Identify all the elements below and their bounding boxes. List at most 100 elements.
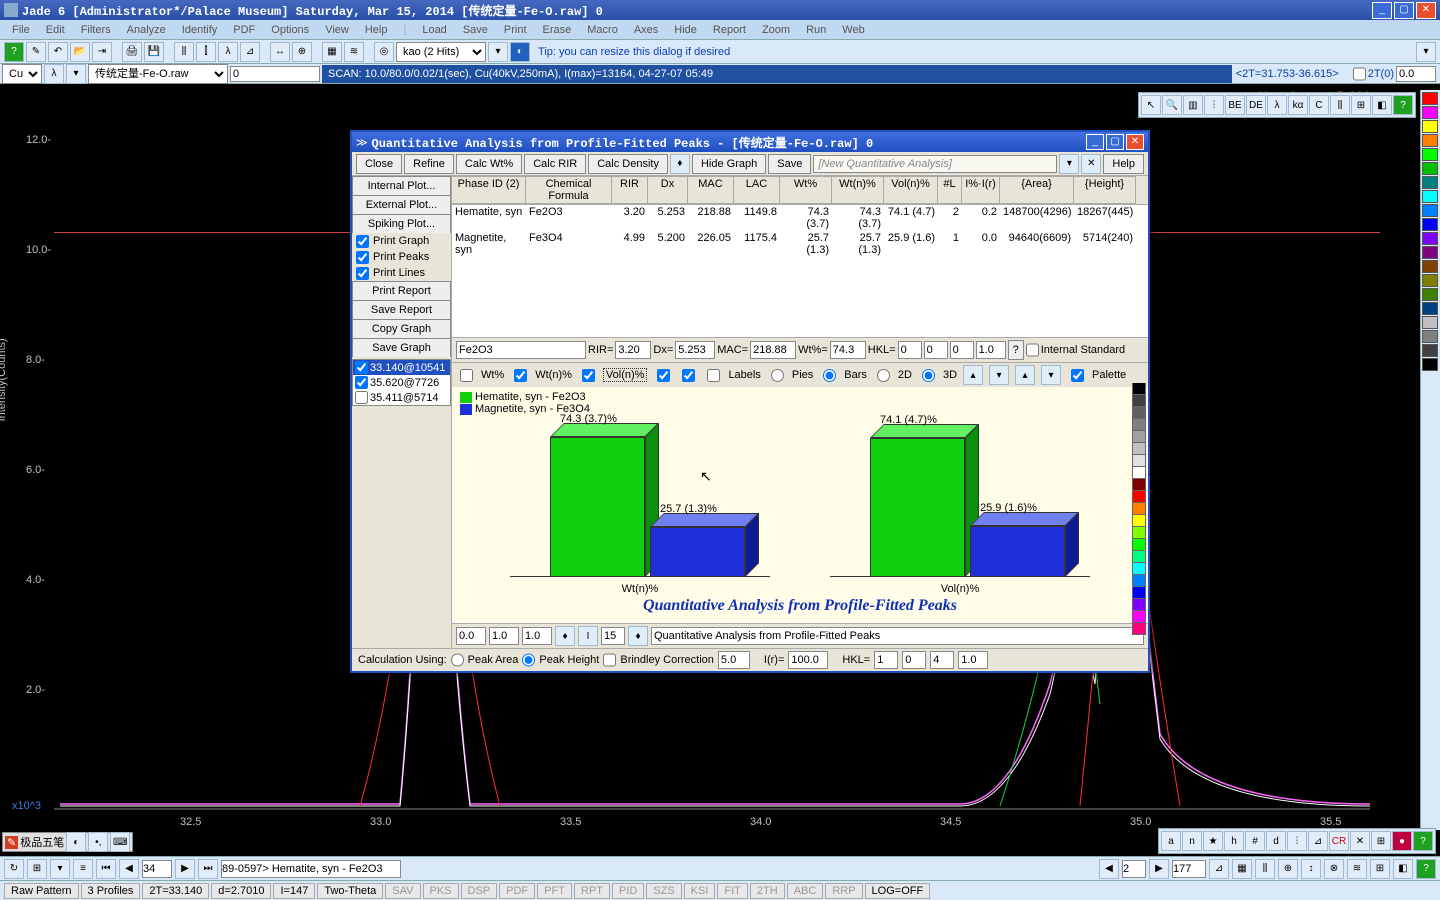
palette-swatch[interactable]	[1132, 479, 1146, 491]
tool-icon[interactable]: ⊗	[1324, 859, 1344, 879]
close-button[interactable]: ✕	[1416, 2, 1436, 19]
help-button[interactable]: Help	[1103, 154, 1144, 174]
menu-item[interactable]: Edit	[38, 24, 73, 36]
zero-input[interactable]	[230, 66, 320, 82]
color-swatch[interactable]	[1422, 106, 1438, 119]
grid-header-cell[interactable]: RIR	[612, 176, 648, 204]
hits-select[interactable]: kao (2 Hits)	[396, 42, 486, 62]
ir-input[interactable]	[788, 651, 828, 669]
color-swatch[interactable]	[1422, 134, 1438, 147]
dropdown-icon[interactable]: ▾	[488, 42, 508, 62]
calc-wt-button[interactable]: Calc Wt%	[456, 154, 522, 174]
stepper-icon[interactable]: ▾	[989, 365, 1009, 385]
dialog-minimize-button[interactable]: _	[1086, 134, 1104, 150]
internal-std-check[interactable]	[1026, 341, 1039, 359]
refine-button[interactable]: Refine	[404, 154, 454, 174]
side-button[interactable]: Internal Plot...	[352, 176, 451, 195]
side-button[interactable]: Save Graph	[352, 338, 451, 357]
tool-icon[interactable]: ⫼	[1255, 859, 1275, 879]
tool-icon[interactable]: ⊕	[292, 42, 312, 62]
peak-label[interactable]: 35.620@7726	[370, 377, 439, 389]
hide-graph-button[interactable]: Hide Graph	[692, 154, 766, 174]
palette-swatch[interactable]	[1132, 419, 1146, 431]
tool-icon[interactable]: ⊿	[240, 42, 260, 62]
file-display[interactable]	[221, 860, 401, 878]
help-icon[interactable]: ?	[1413, 831, 1433, 851]
calc-h-input[interactable]	[874, 651, 898, 669]
dropdown-icon[interactable]: ▾	[50, 859, 70, 879]
wt-input[interactable]	[830, 341, 866, 359]
menu-item[interactable]: PDF	[225, 24, 263, 36]
tool-icon[interactable]: kα	[1288, 95, 1308, 115]
menu-item[interactable]: Erase	[535, 24, 580, 36]
grid-header-cell[interactable]: Vol(n)%	[884, 176, 938, 204]
palette-swatch[interactable]	[1132, 431, 1146, 443]
palette-swatch[interactable]	[1132, 563, 1146, 575]
hkl-h-input[interactable]	[898, 341, 922, 359]
menu-item[interactable]: Axes	[626, 24, 666, 36]
grid-header-cell[interactable]: LAC	[734, 176, 780, 204]
first-icon[interactable]: ⏮	[96, 859, 116, 879]
file-select[interactable]: 传统定量-Fe-O.raw	[88, 64, 228, 84]
tool-icon[interactable]: ⊿	[1209, 859, 1229, 879]
grid-header-cell[interactable]: Dx	[648, 176, 688, 204]
menu-item[interactable]: Options	[263, 24, 317, 36]
color-swatch[interactable]	[1422, 218, 1438, 231]
ime-btn[interactable]: •,	[88, 832, 108, 852]
stepper-icon[interactable]: ▾	[1041, 365, 1061, 385]
tool-icon[interactable]: ●	[1392, 831, 1412, 851]
tool-icon[interactable]: DE	[1246, 95, 1266, 115]
tool-icon[interactable]: ★	[1203, 831, 1223, 851]
help-icon[interactable]: ?	[1416, 859, 1436, 879]
last-icon[interactable]: ⏭	[198, 859, 218, 879]
palette-swatch[interactable]	[1132, 587, 1146, 599]
tool-icon[interactable]: ⊞	[1371, 831, 1391, 851]
tool-icon[interactable]: ≋	[1347, 859, 1367, 879]
target-icon[interactable]: ◎	[374, 42, 394, 62]
tool-icon[interactable]: ◧	[1393, 859, 1413, 879]
tool-icon[interactable]: ≡	[73, 859, 93, 879]
phase-input[interactable]	[456, 341, 586, 359]
close-button[interactable]: Close	[356, 154, 402, 174]
tool-icon[interactable]: ↔	[270, 42, 290, 62]
brindley-input[interactable]	[718, 651, 750, 669]
grid-header-cell[interactable]: Chemical Formula	[526, 176, 612, 204]
color-swatch[interactable]	[1422, 260, 1438, 273]
stepper-icon[interactable]: ♦	[670, 154, 690, 174]
tool-icon[interactable]: λ	[44, 64, 64, 84]
menu-item[interactable]: Print	[496, 24, 535, 36]
color-swatch[interactable]	[1422, 358, 1438, 371]
color-swatch[interactable]	[1422, 190, 1438, 203]
opt-check[interactable]	[657, 369, 670, 382]
print-icon[interactable]: 🖨	[122, 42, 142, 62]
stepper-icon[interactable]: ▴	[1015, 365, 1035, 385]
grid-header-cell[interactable]: Wt%	[780, 176, 832, 204]
tool-icon[interactable]: d	[1266, 831, 1286, 851]
menu-item[interactable]: View	[317, 24, 357, 36]
palette-swatch[interactable]	[1132, 527, 1146, 539]
2d-radio[interactable]	[877, 369, 890, 382]
peak-height-radio[interactable]	[522, 651, 535, 669]
two-theta-input[interactable]	[1396, 66, 1436, 82]
palette-swatch[interactable]	[1132, 455, 1146, 467]
nav-input[interactable]	[142, 860, 172, 878]
zoom-icon[interactable]: 🔍	[1162, 95, 1182, 115]
mac-input[interactable]	[750, 341, 796, 359]
tool-icon[interactable]: ↕	[1301, 859, 1321, 879]
menu-item[interactable]: Zoom	[754, 24, 798, 36]
stepper-icon[interactable]: ▴	[963, 365, 983, 385]
nav-input[interactable]	[1122, 860, 1146, 878]
calc-density-button[interactable]: Calc Density	[588, 154, 668, 174]
palette-swatch[interactable]	[1132, 395, 1146, 407]
peak-check[interactable]	[355, 391, 368, 404]
tool-icon[interactable]: ⊞	[27, 859, 47, 879]
side-check[interactable]	[356, 251, 369, 264]
grid-header-cell[interactable]: MAC	[688, 176, 734, 204]
tool-icon[interactable]: CR	[1329, 831, 1349, 851]
dialog-maximize-button[interactable]: ▢	[1106, 134, 1124, 150]
peak-area-radio[interactable]	[451, 651, 464, 669]
tool-icon[interactable]: ◧	[1372, 95, 1392, 115]
tool-icon[interactable]: ↻	[4, 859, 24, 879]
color-swatch[interactable]	[1422, 92, 1438, 105]
chart-title-input[interactable]	[651, 627, 1144, 645]
